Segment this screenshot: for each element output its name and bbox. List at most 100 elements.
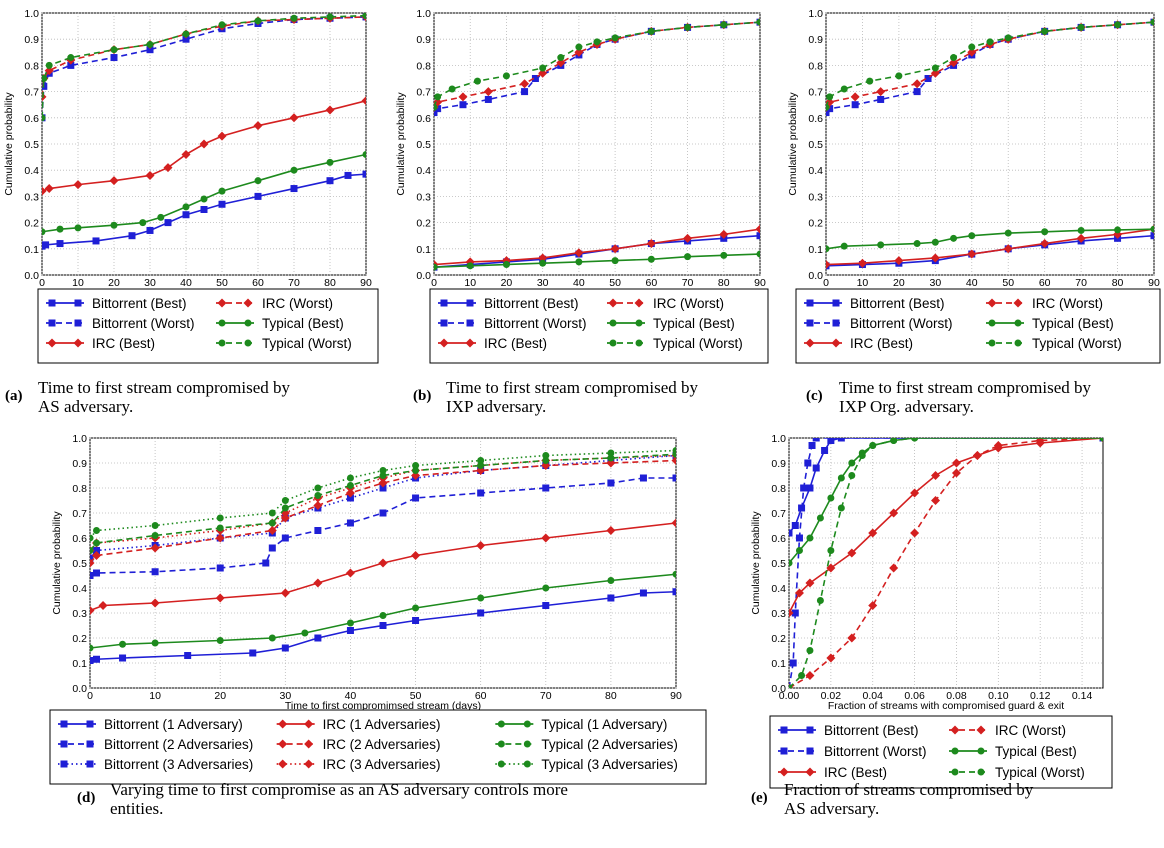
data-point [949, 58, 959, 68]
data-point [362, 170, 366, 178]
data-point [611, 34, 619, 42]
data-point [345, 488, 355, 498]
data-point [92, 237, 100, 245]
data-point [805, 578, 815, 588]
caption-label: (c) [806, 388, 823, 404]
legend-label: IRC (Best) [92, 336, 155, 351]
data-point [1150, 225, 1154, 233]
data-point [967, 47, 977, 57]
data-point [110, 54, 118, 62]
legend-marker [609, 339, 617, 347]
data-point [268, 509, 276, 517]
legend-marker [779, 767, 789, 777]
data-point [791, 522, 799, 529]
data-point [910, 528, 920, 538]
legend-marker [951, 768, 959, 776]
series-5 [434, 250, 760, 271]
legend-marker [244, 319, 252, 327]
x-tick-label: 10 [72, 277, 84, 289]
x-tick-label: 10 [857, 277, 869, 289]
data-point [151, 639, 159, 647]
legend-label: IRC (1 Adversaries) [323, 717, 441, 732]
data-point [313, 501, 323, 510]
data-point [889, 563, 899, 573]
data-point [877, 95, 885, 103]
legend-box [769, 715, 1113, 789]
caption-text: Time to first stream compromised by IXP … [839, 378, 1091, 416]
series-line [90, 459, 676, 564]
data-point [290, 166, 298, 174]
y-tick-label: 0.2 [24, 218, 39, 230]
series-6 [826, 18, 1154, 111]
series-1 [90, 588, 676, 664]
legend-item: Typical (3 Adversaries) [495, 757, 678, 772]
caption-text: Fraction of streams compromised by AS ad… [784, 780, 1034, 818]
y-tick-label: 0.8 [72, 483, 87, 495]
data-point [150, 598, 160, 608]
data-point [837, 474, 845, 482]
legend-item: Typical (2 Adversaries) [495, 737, 678, 752]
chart-d: 0 10 20 30 40 50 60 70 80 90 0.0 0.1 0.2 0.3 0.4 0.5 0.6… [49, 433, 707, 785]
data-point [412, 462, 420, 469]
data-point [1099, 438, 1103, 442]
y-tick-label: 0.0 [808, 270, 823, 282]
x-tick-label: 90 [360, 277, 372, 289]
data-point [606, 526, 616, 535]
data-point [672, 588, 676, 596]
data-point [434, 263, 438, 271]
data-point [466, 262, 474, 270]
data-point [151, 522, 159, 529]
legend-item: Typical (Worst) [216, 336, 352, 351]
data-point [541, 533, 551, 543]
data-point [837, 438, 845, 442]
data-point [290, 185, 298, 193]
data-point [146, 46, 154, 54]
legend-marker [831, 338, 841, 348]
data-point [1035, 438, 1045, 445]
data-point [42, 82, 48, 90]
data-point [483, 87, 493, 97]
data-point [951, 468, 961, 478]
data-point [45, 61, 53, 69]
y-tick-label: 0.0 [24, 270, 39, 282]
data-point [876, 87, 886, 97]
data-point [42, 228, 46, 236]
data-point [254, 17, 262, 25]
caption-text: Time to first stream compromised by IXP … [446, 378, 698, 416]
data-point [289, 113, 299, 123]
y-tick-label: 0.6 [808, 113, 823, 125]
data-point [93, 547, 101, 554]
x-tick-label: 0.04 [863, 690, 884, 702]
y-tick-label: 0.0 [72, 683, 87, 695]
data-point [719, 229, 729, 239]
data-point [816, 597, 824, 604]
data-point [67, 61, 75, 69]
y-tick-label: 0.4 [72, 583, 87, 595]
legend-box [37, 288, 379, 364]
data-point [912, 79, 922, 89]
x-tick-label: 50 [609, 277, 621, 289]
data-point [826, 105, 834, 113]
data-point [931, 64, 939, 72]
x-tick-label: 20 [108, 277, 120, 289]
data-point [181, 149, 191, 159]
data-point [146, 226, 154, 234]
legend-label: IRC (Best) [824, 765, 887, 780]
data-point [789, 559, 793, 567]
x-tick-label: 0.00 [779, 690, 800, 702]
legend-marker [1014, 339, 1022, 347]
data-point [826, 93, 834, 101]
data-point [968, 43, 976, 51]
data-point [379, 622, 387, 629]
legend: Bittorrent (Best) Bittorrent (Worst) IRC (… [37, 288, 379, 364]
data-point [684, 23, 692, 31]
data-point [993, 441, 1003, 450]
legend-marker [987, 298, 997, 308]
legend-item: IRC (Best) [804, 336, 913, 351]
legend-marker [86, 740, 94, 748]
legend-item: Bittorrent (2 Adversaries) [58, 737, 253, 752]
legend-marker [634, 298, 644, 308]
data-point [606, 458, 616, 468]
data-point [98, 601, 108, 610]
legend-label: Typical (Worst) [262, 336, 352, 351]
